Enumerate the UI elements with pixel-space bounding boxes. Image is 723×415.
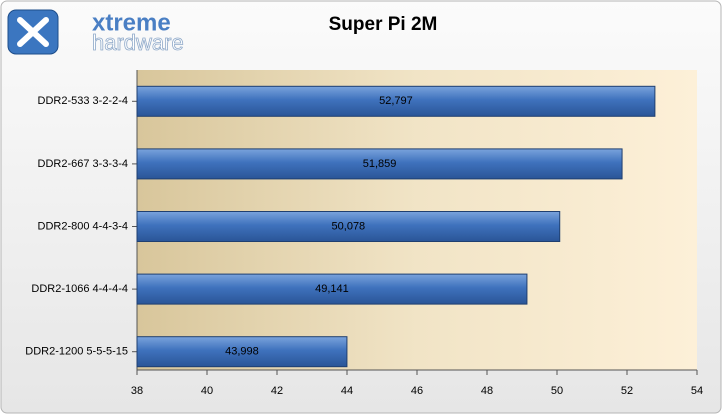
data-label: 52,797 — [379, 95, 413, 107]
y-tick-label: DDR2-1066 4-4-4-4 — [31, 283, 128, 295]
y-tick-label: DDR2-800 4-4-3-4 — [38, 220, 128, 232]
y-tick-label: DDR2-667 3-3-3-4 — [38, 158, 128, 170]
x-tick-label: 52 — [621, 385, 633, 397]
x-tick-label: 50 — [551, 385, 563, 397]
x-tick-label: 48 — [481, 385, 493, 397]
y-tick-label: DDR2-533 3-2-2-4 — [38, 95, 128, 107]
logo-line1: xtreme — [92, 9, 171, 36]
bar — [136, 85, 656, 117]
data-label: 43,998 — [225, 346, 259, 358]
bar — [136, 148, 623, 180]
logo: xtreme hardware — [7, 9, 184, 55]
data-label: 50,078 — [332, 220, 366, 232]
bar — [136, 211, 561, 242]
logo-x — [17, 17, 49, 47]
x-tick-label: 40 — [201, 385, 213, 397]
bar — [136, 273, 528, 305]
data-label: 49,141 — [315, 283, 349, 295]
x-tick-label: 38 — [131, 385, 143, 397]
y-tick-label: DDR2-1200 5-5-5-15 — [25, 346, 128, 358]
chart-title: Super Pi 2M — [329, 14, 438, 35]
x-tick-label: 42 — [271, 385, 283, 397]
data-label: 51,859 — [363, 158, 397, 170]
bar — [136, 336, 348, 368]
x-tick-label: 46 — [411, 385, 423, 397]
x-tick-label: 44 — [341, 385, 353, 397]
logo-line2: hardware — [92, 30, 184, 55]
x-tick-label: 54 — [691, 385, 703, 397]
